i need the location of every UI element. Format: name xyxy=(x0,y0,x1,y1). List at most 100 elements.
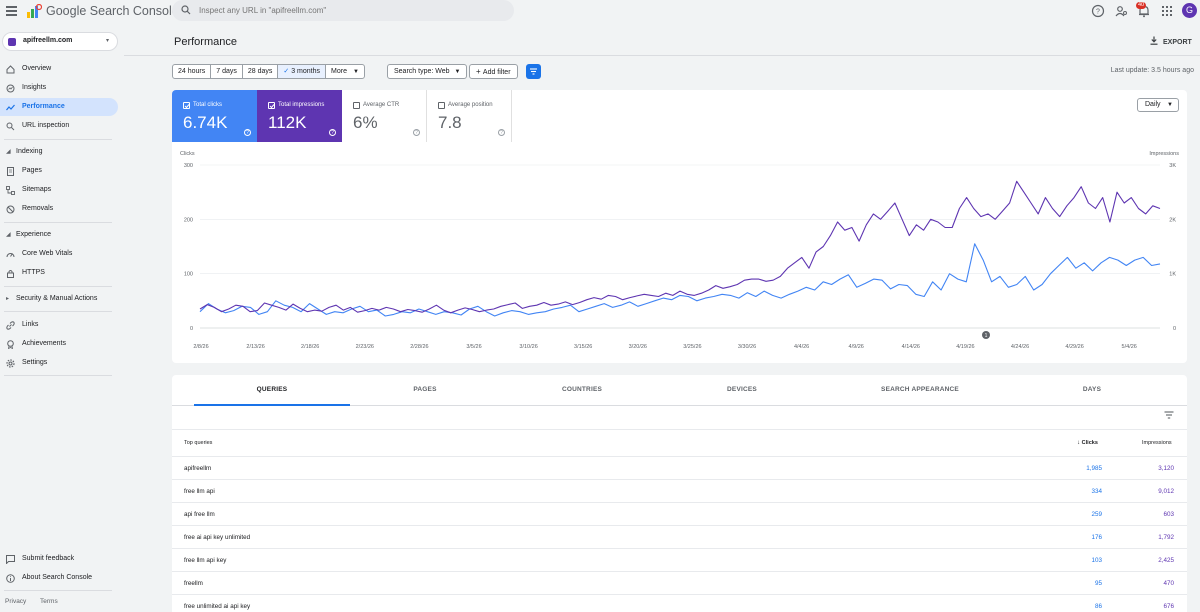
filter-list-icon xyxy=(530,68,537,75)
table-row[interactable]: api free llm 259 603 xyxy=(172,502,1187,525)
range-28-days[interactable]: 28 days xyxy=(243,65,279,78)
sidebar-section-security[interactable]: ▸ Security & Manual Actions xyxy=(0,291,118,307)
metric-average-position[interactable]: Average position 7.8 ? xyxy=(427,90,512,142)
help-icon[interactable]: ? xyxy=(413,129,420,136)
sidebar-section-indexing[interactable]: ◢ Indexing xyxy=(0,144,118,160)
metric-value: 6% xyxy=(353,113,378,132)
filter-rows-icon[interactable] xyxy=(1164,411,1174,419)
tab-pages[interactable]: PAGES xyxy=(413,386,437,393)
metric-total-impressions[interactable]: Total impressions 112K ? xyxy=(257,90,342,142)
tab-days[interactable]: DAYS xyxy=(1082,386,1102,393)
checkbox-checked-icon[interactable] xyxy=(268,102,275,109)
x-tick-label: 4/4/26 xyxy=(794,344,809,350)
query-cell: api free llm xyxy=(184,511,215,518)
help-icon[interactable]: ? xyxy=(498,129,505,136)
sidebar-item-overview[interactable]: Overview xyxy=(0,60,118,78)
x-tick-label: 2/28/26 xyxy=(410,344,428,350)
account-avatar[interactable]: G xyxy=(1182,3,1197,18)
section-label: Experience xyxy=(16,231,52,238)
sidebar-item-insights[interactable]: Insights xyxy=(0,79,118,97)
range-7-days[interactable]: 7 days xyxy=(211,65,243,78)
apps-grid-icon[interactable] xyxy=(1160,4,1174,18)
app-brand[interactable]: Google Search Console xyxy=(46,4,179,18)
impressions-cell: 9,012 xyxy=(1158,488,1174,495)
help-icon[interactable]: ? xyxy=(329,129,336,136)
table-row[interactable]: freellm 95 470 xyxy=(172,571,1187,594)
impressions-cell: 470 xyxy=(1163,580,1174,587)
search-console-logo[interactable] xyxy=(26,4,42,18)
sidebar-item-about[interactable]: About Search Console xyxy=(0,569,118,587)
table-row[interactable]: apifreellm 1,985 3,120 xyxy=(172,456,1187,479)
compare-filter-button[interactable] xyxy=(526,64,541,79)
sidebar-item-sitemaps[interactable]: Sitemaps xyxy=(0,181,118,199)
sort-arrow-down-icon: ↓ xyxy=(1077,440,1082,446)
info-icon xyxy=(6,574,15,583)
sidebar-item-url-inspection[interactable]: URL inspection xyxy=(0,117,118,135)
y-tick-left: 300 xyxy=(184,163,193,169)
privacy-link[interactable]: Privacy xyxy=(5,598,27,605)
manage-users-icon[interactable] xyxy=(1114,4,1128,18)
sidebar-item-submit-feedback[interactable]: Submit feedback xyxy=(0,550,118,568)
sidebar-item-performance[interactable]: Performance xyxy=(0,98,118,116)
tab-countries[interactable]: COUNTRIES xyxy=(561,386,603,393)
sidebar-item-pages[interactable]: Pages xyxy=(0,162,118,180)
granularity-select[interactable]: Daily ▼ xyxy=(1137,98,1179,112)
table-row[interactable]: free llm api 334 9,012 xyxy=(172,479,1187,502)
impressions-cell: 3,120 xyxy=(1158,465,1174,472)
clicks-cell: 259 xyxy=(1091,511,1102,518)
help-icon[interactable]: ? xyxy=(1091,4,1105,18)
metric-value: 112K xyxy=(268,113,307,132)
sidebar-item-settings[interactable]: Settings xyxy=(0,354,118,372)
search-type-filter[interactable]: Search type: Web ▼ xyxy=(387,64,468,79)
terms-link[interactable]: Terms xyxy=(40,598,58,605)
checkbox-unchecked-icon[interactable] xyxy=(438,102,445,109)
table-row[interactable]: free ai api key unlimited 176 1,792 xyxy=(172,525,1187,548)
caret-down-icon: ▼ xyxy=(352,69,359,75)
tab-devices[interactable]: DEVICES xyxy=(727,386,757,393)
help-icon[interactable]: ? xyxy=(244,129,251,136)
url-inspect-input[interactable] xyxy=(199,3,499,18)
sidebar-item-achievements[interactable]: Achievements xyxy=(0,335,118,353)
url-inspect-bar[interactable] xyxy=(172,0,514,21)
achievement-icon xyxy=(7,340,14,349)
checkbox-unchecked-icon[interactable] xyxy=(353,102,360,109)
table-row[interactable]: free llm api key 103 2,425 xyxy=(172,548,1187,571)
column-header-impressions[interactable]: Impressions xyxy=(1142,440,1172,446)
export-button[interactable]: EXPORT xyxy=(1150,36,1192,46)
insights-icon xyxy=(6,84,15,93)
performance-line-chart: Clicks Impressions 300 3K 200 2K 100 1K 0 0 2/8/26… xyxy=(180,151,1179,350)
sidebar-item-core-web-vitals[interactable]: Core Web Vitals xyxy=(0,245,118,263)
range-24-hours[interactable]: 24 hours xyxy=(173,65,212,78)
add-filter-button[interactable]: + Add filter xyxy=(469,64,518,79)
tab-queries[interactable]: QUERIES xyxy=(256,386,288,393)
annotation-label: 1 xyxy=(985,333,988,339)
sidebar-item-links[interactable]: Links xyxy=(0,316,118,334)
x-tick-label: 2/18/26 xyxy=(301,344,319,350)
trending-icon xyxy=(6,104,15,111)
y-axis-right-title: Impressions xyxy=(1149,151,1179,157)
metric-total-clicks[interactable]: Total clicks 6.74K ? xyxy=(172,90,257,142)
y-tick-right: 1K xyxy=(1169,272,1176,278)
gear-icon xyxy=(6,359,15,368)
checkbox-checked-icon[interactable] xyxy=(183,102,190,109)
metric-average-ctr[interactable]: Average CTR 6% ? xyxy=(342,90,427,142)
lock-icon xyxy=(7,270,14,278)
column-header-clicks[interactable]: ↓ Clicks xyxy=(1077,440,1098,446)
property-selector[interactable]: apifreellm.com ▾ xyxy=(2,32,118,51)
clicks-cell: 176 xyxy=(1091,534,1102,541)
x-tick-label: 2/13/26 xyxy=(246,344,264,350)
sidebar-item-removals[interactable]: Removals xyxy=(0,200,118,218)
dimensions-table-card: QUERIES PAGES COUNTRIES DEVICES SEARCH A… xyxy=(172,375,1187,612)
caret-down-icon: ◢ xyxy=(6,149,11,155)
metric-label: Average CTR xyxy=(363,102,400,108)
table-row[interactable]: free unlimited ai api key 86 676 xyxy=(172,594,1187,612)
tab-search-appearance[interactable]: SEARCH APPEARANCE xyxy=(881,386,959,393)
menu-icon[interactable] xyxy=(6,6,17,16)
clicks-cell: 334 xyxy=(1091,488,1102,495)
range-more[interactable]: More ▼ xyxy=(326,65,364,78)
sidebar-section-experience[interactable]: ◢ Experience xyxy=(0,227,118,243)
range-3-months[interactable]: ✓ 3 months xyxy=(278,65,327,78)
sidebar-item-https[interactable]: HTTPS xyxy=(0,264,118,282)
clicks-cell: 95 xyxy=(1094,580,1102,587)
speed-icon xyxy=(6,253,15,258)
